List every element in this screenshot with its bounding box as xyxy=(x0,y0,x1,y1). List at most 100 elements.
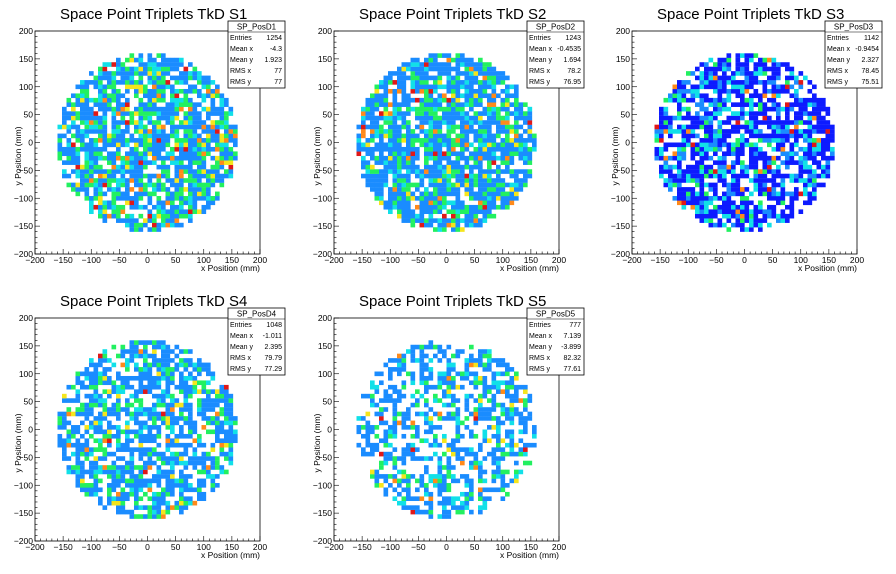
chart2-bin xyxy=(478,66,483,72)
chart5-bin xyxy=(446,384,452,390)
chart3-bin xyxy=(717,138,723,143)
chart2-bin xyxy=(487,178,492,183)
chart1-bin xyxy=(111,155,117,161)
chart2-bin xyxy=(383,93,389,99)
chart4-bin xyxy=(134,389,139,394)
chart4-bin xyxy=(147,340,153,345)
chart3-bin xyxy=(717,160,723,165)
chart5-bin xyxy=(500,402,506,408)
chart4-bin xyxy=(107,433,112,439)
chart1-bin xyxy=(174,182,180,188)
chart1-bin xyxy=(165,102,171,107)
chart4-bin xyxy=(152,514,157,519)
chart2-bin xyxy=(518,146,524,152)
chart4-bin xyxy=(84,416,90,421)
chart5-bin xyxy=(478,353,483,359)
chart5-bin xyxy=(482,362,488,368)
chart2-bin xyxy=(433,120,438,125)
chart2-bin xyxy=(433,88,438,94)
chart2-bin xyxy=(451,102,456,107)
chart3-bin xyxy=(659,120,664,125)
chart2-bin xyxy=(469,93,474,99)
chart3-bin xyxy=(753,129,759,134)
chart3-bin xyxy=(785,129,790,134)
chart3-bin xyxy=(812,142,817,148)
chart2-bin xyxy=(464,111,470,116)
chart4-bin xyxy=(174,442,180,448)
chart5-bin xyxy=(424,402,429,408)
chart5-bin xyxy=(442,487,447,493)
chart5-bin xyxy=(392,398,398,403)
chart4-bin xyxy=(89,411,94,417)
chart3-bin xyxy=(704,142,709,148)
chart2-bin xyxy=(451,173,456,179)
chart3-bin xyxy=(753,151,759,157)
chart2-bin xyxy=(505,182,510,188)
chart5-bin xyxy=(509,393,515,399)
chart2-bin xyxy=(491,115,497,121)
chart4-bin xyxy=(57,420,63,426)
chart4-bin xyxy=(210,460,216,466)
chart2-bin xyxy=(455,75,461,81)
chart5-bin xyxy=(500,474,506,479)
chart3-bin xyxy=(735,218,741,223)
chart3-bin xyxy=(677,187,682,192)
chart3-bin xyxy=(704,133,709,139)
chart2-bin xyxy=(460,209,465,215)
chart2-bin xyxy=(442,164,447,170)
chart2-bin xyxy=(451,218,456,223)
chart1-bin xyxy=(102,173,108,179)
chart4-bin xyxy=(188,358,193,363)
chart2-bin xyxy=(365,102,371,107)
chart4-bin xyxy=(143,344,148,350)
chart3-bin xyxy=(654,151,660,157)
chart5-bin xyxy=(478,447,483,452)
chart1-bin xyxy=(125,222,130,228)
chart5-bin xyxy=(428,442,434,448)
chart4-bin xyxy=(224,456,229,461)
chart2-bin xyxy=(491,71,497,76)
chart3-bin xyxy=(735,191,741,197)
chart2-bin xyxy=(361,111,366,116)
chart1-bin xyxy=(116,93,121,99)
chart1-bin xyxy=(174,133,180,139)
chart4-bin xyxy=(228,393,234,399)
chart3-bin xyxy=(690,200,696,206)
chart4-bin xyxy=(197,456,202,461)
chart2-bin xyxy=(518,124,524,130)
chart2-bin xyxy=(487,62,492,67)
chart4-bin xyxy=(57,438,63,444)
chart5-bin xyxy=(428,416,434,421)
chart5-bin xyxy=(451,500,456,506)
chart5-stats-label: RMS x xyxy=(529,355,551,362)
chart5-bin xyxy=(406,487,411,493)
chart5-bin xyxy=(505,367,510,372)
chart1-bin xyxy=(111,138,117,143)
chart2-bin xyxy=(478,62,483,67)
chart1-bin xyxy=(152,133,157,139)
chart5-bin xyxy=(509,384,515,390)
chart5-bin xyxy=(482,429,488,435)
chart1-bin xyxy=(147,142,153,148)
chart2-bin xyxy=(433,102,438,107)
chart4-bin xyxy=(120,496,126,502)
chart1-bin xyxy=(147,227,153,232)
chart2-bin xyxy=(392,169,398,174)
chart4-bin xyxy=(147,447,153,452)
chart2-bin xyxy=(469,75,474,81)
chart1-bin xyxy=(192,88,198,94)
chart1-bin xyxy=(138,129,144,134)
chart2-bin xyxy=(374,182,380,188)
chart2-bin xyxy=(406,204,411,210)
chart3-y-tick-label: −50 xyxy=(616,165,631,175)
chart5-bin xyxy=(451,393,456,399)
chart4-bin xyxy=(219,451,225,457)
chart1-bin xyxy=(174,178,180,183)
chart2-bin xyxy=(446,160,452,165)
chart3-bin xyxy=(677,164,682,170)
chart3-bin xyxy=(699,169,705,174)
chart4-bin xyxy=(165,344,171,350)
chart5-bin xyxy=(433,442,438,448)
chart1-bin xyxy=(156,84,162,90)
chart2-bin xyxy=(487,204,492,210)
